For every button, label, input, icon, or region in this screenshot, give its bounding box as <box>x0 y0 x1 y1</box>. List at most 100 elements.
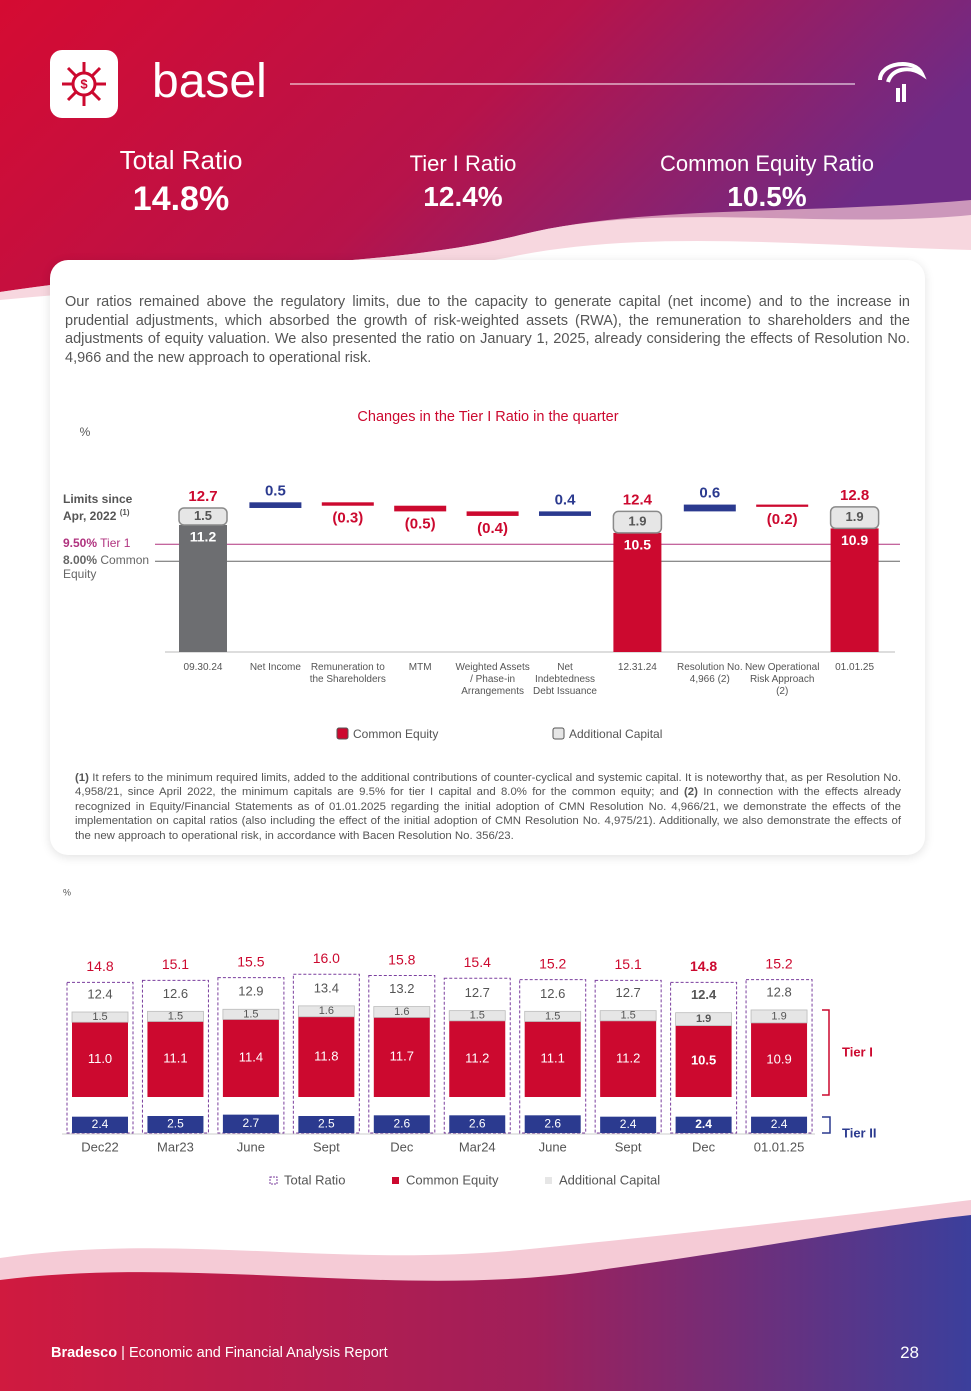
kpi: Common Equity Ratio 10.5% <box>617 151 917 213</box>
x-tick-label: Mar24 <box>459 1139 496 1154</box>
tier1-bracket <box>822 1009 830 1096</box>
x-tick-label: 09.30.24 <box>183 662 223 673</box>
total-box <box>670 981 738 1134</box>
data-label: 1.9 <box>846 509 864 524</box>
reference-text: Common Equity <box>63 553 150 582</box>
tier1-label: 12.6 <box>163 986 188 1001</box>
bar-segment <box>222 1019 279 1097</box>
change-bar <box>249 502 302 508</box>
kpi-value: 14.8% <box>132 180 230 218</box>
footer-brand: Bradesco <box>51 1345 118 1361</box>
change-bar <box>466 511 519 516</box>
x-tick-label: Dec <box>390 1139 414 1154</box>
x-tick-label: Sept <box>615 1139 642 1154</box>
data-label: 11.7 <box>390 1049 414 1064</box>
legend-label: Additional Capital <box>559 1172 660 1187</box>
data-label: 1.6 <box>319 1005 334 1017</box>
intro-paragraph: Our ratios remained above the regulatory… <box>65 294 910 366</box>
footer: Bradesco | Economic and Financial Analys… <box>51 1345 388 1361</box>
bar-segment <box>829 506 880 530</box>
bar-segment <box>147 1116 204 1133</box>
bar-segment <box>298 1016 355 1097</box>
legend-label: Common Equity <box>406 1172 499 1187</box>
bar-segment <box>675 1012 732 1026</box>
tier1-label: 12.8 <box>766 984 791 999</box>
legend-label: Additional Capital <box>569 727 662 741</box>
page-number: 28 <box>900 1343 919 1362</box>
data-label: (0.5) <box>405 515 436 532</box>
x-tick-label: Weighted Assets / Phase-in Arrangements <box>455 662 530 697</box>
page-title: basel <box>152 55 267 108</box>
data-label: 11.0 <box>88 1051 112 1066</box>
bar-segment <box>612 510 663 534</box>
bar-segment <box>613 532 662 652</box>
data-label: 0.5 <box>265 482 286 499</box>
x-tick-label: 01.01.25 <box>835 662 875 673</box>
data-label: 11.2 <box>616 1050 640 1065</box>
data-label: 2.5 <box>318 1117 335 1131</box>
data-label: (0.2) <box>767 511 798 528</box>
limits-note-text: Limits since Apr, 2022 <box>63 492 133 523</box>
tier1-label: 12.9 <box>238 984 263 999</box>
tier1-label: 12.6 <box>540 986 565 1001</box>
tier1-label: 12.7 <box>615 985 640 1000</box>
header-band <box>0 0 971 292</box>
bar-segment <box>179 524 227 652</box>
x-tick-label: Sept <box>313 1139 340 1154</box>
data-label: 1.5 <box>194 508 212 523</box>
bar-segment <box>373 1115 430 1133</box>
total-label: 14.8 <box>690 958 717 974</box>
kpi: Total Ratio 14.8% <box>31 145 331 219</box>
bar-segment <box>524 1115 581 1133</box>
change-bar <box>756 504 809 507</box>
bar-segment <box>71 1011 129 1023</box>
x-tick-label: Remuneration to the Shareholders <box>309 662 386 685</box>
legend-swatch <box>552 727 565 740</box>
bar-segment <box>750 1009 808 1024</box>
total-box <box>443 977 511 1134</box>
bar-segment <box>600 1116 657 1133</box>
reference-value: 9.50% <box>63 536 98 551</box>
limits-note-ref: (1) <box>119 508 130 517</box>
x-tick-label: 12.31.24 <box>617 662 657 673</box>
tier2-title: Tier II <box>842 1125 876 1140</box>
data-label: 10.5 <box>691 1053 716 1068</box>
bar-segment <box>524 1021 581 1097</box>
footer-report: Economic and Financial Analysis Report <box>128 1345 388 1361</box>
data-label: 2.4 <box>695 1117 712 1131</box>
footer-separator: | <box>121 1345 125 1361</box>
data-label: 0.6 <box>699 485 720 502</box>
data-label: (0.3) <box>332 510 363 527</box>
bar-segment <box>600 1020 657 1097</box>
x-tick-label: New Operational Risk Approach (2) <box>744 662 820 697</box>
total-label: 12.8 <box>840 487 869 504</box>
data-label: 10.5 <box>624 537 651 553</box>
legend-swatch <box>392 1177 399 1184</box>
total-label: 16.0 <box>313 950 340 966</box>
bar-segment <box>830 528 879 652</box>
legend-swatch <box>545 1177 552 1184</box>
bar-segment <box>178 507 228 526</box>
x-tick-label: June <box>237 1139 265 1154</box>
total-label: 12.7 <box>188 488 217 505</box>
total-box <box>217 977 285 1134</box>
bar-segment <box>675 1116 732 1133</box>
bar-segment <box>147 1021 204 1097</box>
bar-segment <box>72 1022 128 1097</box>
bar-segment <box>297 1005 355 1018</box>
x-tick-label: MTM <box>408 662 432 673</box>
reference-label: 9.50% Tier 1 <box>63 536 158 550</box>
data-label: 1.9 <box>696 1013 711 1025</box>
total-label: 15.2 <box>539 955 566 971</box>
total-label: 12.4 <box>623 491 653 508</box>
x-tick-label: Net Income <box>249 662 301 673</box>
data-label: 1.5 <box>545 1010 560 1022</box>
tier1-title: Tier I <box>842 1044 873 1059</box>
data-label: 2.6 <box>469 1116 486 1130</box>
data-label: 2.7 <box>243 1116 260 1130</box>
data-label: 0.4 <box>555 491 577 508</box>
tier1-label: 12.7 <box>465 985 490 1000</box>
bar-segment <box>222 1114 279 1133</box>
